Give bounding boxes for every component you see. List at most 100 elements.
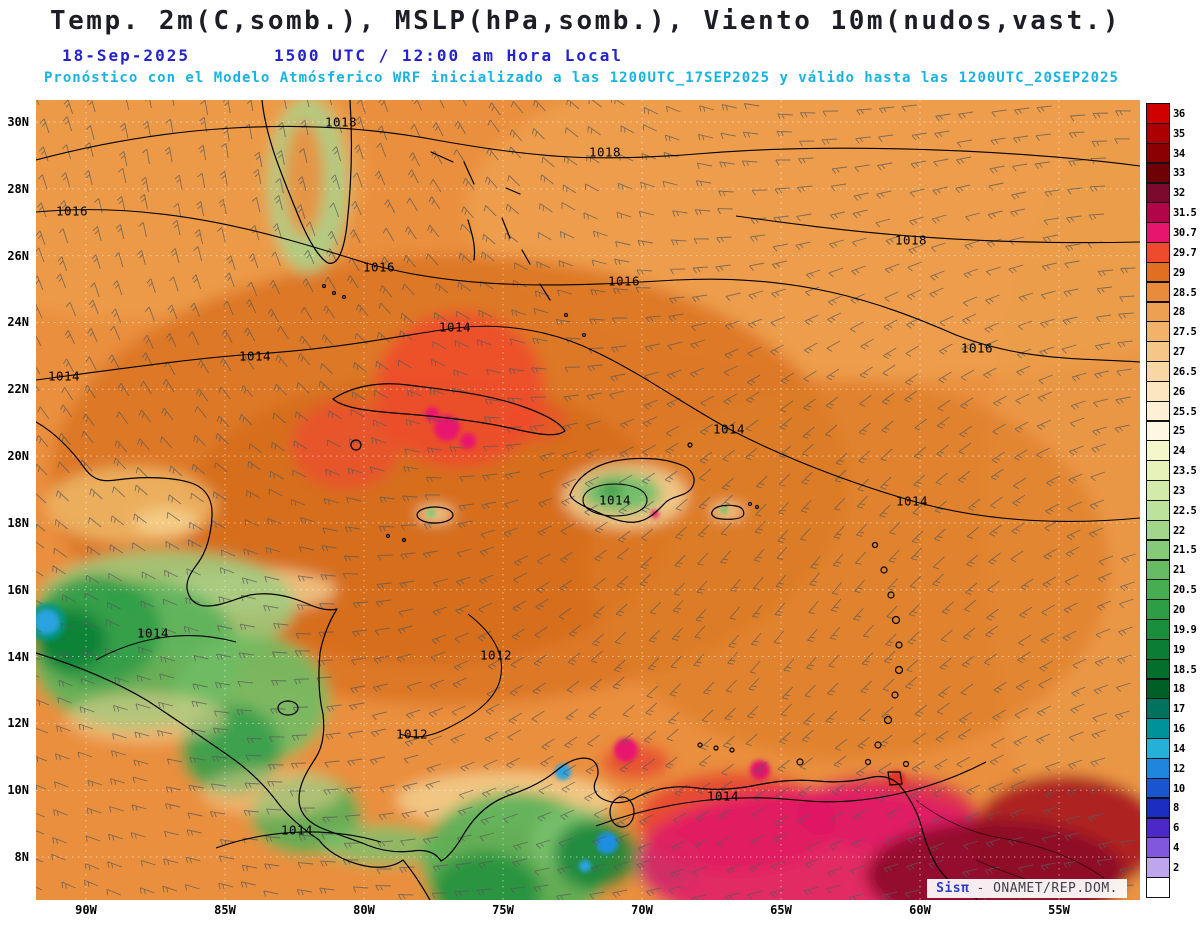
colorbar-value: 8 xyxy=(1173,802,1179,815)
isobar-label: 1018 xyxy=(894,232,928,248)
colorbar-swatch xyxy=(1146,242,1170,263)
colorbar-entry: 24 xyxy=(1146,440,1200,462)
colorbar-entry: 6 xyxy=(1146,817,1200,839)
date-line: 18-Sep-2025 1500 UTC / 12:00 am Hora Loca… xyxy=(62,46,623,65)
watermark-text: - ONAMET/REP.DOM. xyxy=(976,881,1118,896)
colorbar-swatch xyxy=(1146,619,1170,640)
colorbar-entry: 10 xyxy=(1146,777,1200,799)
lat-label: 30N xyxy=(7,115,29,129)
colorbar-swatch xyxy=(1146,678,1170,700)
colorbar-swatch xyxy=(1146,222,1170,243)
colorbar-swatch xyxy=(1146,698,1170,720)
colorbar-entry: 27 xyxy=(1146,341,1200,362)
colorbar-value: 22.5 xyxy=(1173,504,1197,517)
isobar-label: 1014 xyxy=(136,625,170,641)
colorbar-value: 28 xyxy=(1173,306,1185,319)
colorbar-swatch xyxy=(1146,837,1170,858)
colorbar-value: 22 xyxy=(1173,524,1185,537)
colorbar-value: 14 xyxy=(1173,742,1185,755)
colorbar-swatch xyxy=(1146,162,1170,184)
colorbar-swatch xyxy=(1146,857,1170,878)
colorbar-entry: 23.5 xyxy=(1146,460,1200,481)
colorbar-entry: 27.5 xyxy=(1146,321,1200,342)
colorbar-entry: 34 xyxy=(1146,142,1200,164)
colorbar-value: 10 xyxy=(1173,782,1185,795)
colorbar-swatch xyxy=(1146,718,1170,739)
colorbar-value: 28.5 xyxy=(1173,286,1197,299)
colorbar-swatch xyxy=(1146,361,1170,382)
graticule-layer xyxy=(36,100,1140,900)
colorbar-swatch xyxy=(1146,400,1170,422)
colorbar-value: 25 xyxy=(1173,425,1185,438)
colorbar-value: 27.5 xyxy=(1173,326,1197,339)
colorbar-entry: 20 xyxy=(1146,599,1200,620)
colorbar-value: 31.5 xyxy=(1173,207,1197,220)
colorbar-swatch xyxy=(1146,599,1170,620)
temperature-field-layer xyxy=(36,100,1140,900)
isobar-label: 1014 xyxy=(712,421,746,437)
colorbar-value: 17 xyxy=(1173,703,1185,716)
colorbar-entry: 21.5 xyxy=(1146,539,1200,561)
isobar-label: 1016 xyxy=(55,203,89,219)
colorbar-swatch xyxy=(1146,539,1170,561)
colorbar-value: 30.7 xyxy=(1173,226,1197,239)
isobar-label: 1014 xyxy=(706,788,740,804)
colorbar-entry: 31.5 xyxy=(1146,202,1200,223)
colorbar-value: 24 xyxy=(1173,445,1185,458)
colorbar-entry: 29.7 xyxy=(1146,242,1200,263)
isobars-layer xyxy=(36,125,1140,849)
map-canvas: 1018 1018 1018 1016 1016 1016 1016 1014 1014 1014… xyxy=(36,100,1140,900)
colorbar-value: 33 xyxy=(1173,167,1185,180)
colorbar-swatch xyxy=(1146,182,1170,204)
isobar-label: 1014 xyxy=(438,319,472,335)
longitude-axis: 90W 85W 80W 75W 70W 65W 60W 55W xyxy=(36,901,1140,925)
colorbar-entry: 19 xyxy=(1146,638,1200,660)
colorbar-swatch xyxy=(1146,321,1170,342)
colorbar-entry: 26.5 xyxy=(1146,361,1200,382)
colorbar-swatch xyxy=(1146,658,1170,680)
colorbar-value: 27 xyxy=(1173,346,1185,359)
colorbar-entry: 4 xyxy=(1146,837,1200,858)
colorbar-swatch xyxy=(1146,380,1170,402)
lat-label: 10N xyxy=(7,783,29,798)
coastlines-layer xyxy=(36,100,978,900)
colorbar-swatch xyxy=(1146,460,1170,481)
colorbar-value: 21.5 xyxy=(1173,544,1197,557)
colorbar-entry: 28.5 xyxy=(1146,281,1200,303)
isobar-label: 1018 xyxy=(588,144,622,160)
colorbar-value: 26 xyxy=(1173,385,1185,398)
isobar-label: 1012 xyxy=(479,647,513,663)
lon-label: 70W xyxy=(631,903,653,917)
isobar-label: 1014 xyxy=(47,368,81,384)
isobar-label: 1012 xyxy=(395,726,429,742)
forecast-time: 1500 UTC / 12:00 am Hora Local xyxy=(273,46,623,65)
colorbar-swatch xyxy=(1146,281,1170,303)
colorbar-entry: 25 xyxy=(1146,420,1200,442)
page-title: Temp. 2m(C,somb.), MSLP(hPa,somb.), Vien… xyxy=(50,6,1122,36)
watermark: Sisπ - ONAMET/REP.DOM. xyxy=(927,879,1127,898)
lat-label: 28N xyxy=(7,181,29,196)
colorbar-value: 19.9 xyxy=(1173,623,1197,636)
isobar-label: 1016 xyxy=(960,340,994,356)
colorbar-swatch xyxy=(1146,420,1170,442)
latitude-axis: 30N 28N 26N 24N 22N 20N 18N 16N 14N 12N 10N 8N xyxy=(0,100,33,900)
isobar-label: 1016 xyxy=(607,273,641,289)
colorbar-entry: 2 xyxy=(1146,857,1200,878)
temperature-colorbar: 36 35 34 33 32 31.5 30.7 29.7 29 28.5 28 27.5 27 26.5… xyxy=(1146,103,1200,898)
colorbar-swatch xyxy=(1146,559,1170,581)
lon-label: 55W xyxy=(1048,903,1070,917)
colorbar-entry: 25.5 xyxy=(1146,400,1200,422)
colorbar-entry: 22.5 xyxy=(1146,500,1200,521)
colorbar-value: 16 xyxy=(1173,723,1185,736)
colorbar-entry: 12 xyxy=(1146,757,1200,779)
colorbar-entry: 32 xyxy=(1146,182,1200,204)
colorbar-swatch xyxy=(1146,500,1170,521)
colorbar-value: 21 xyxy=(1173,564,1185,577)
colorbar-swatch xyxy=(1146,480,1170,501)
sispi-logo: Sisπ xyxy=(936,881,970,896)
colorbar-swatch xyxy=(1146,817,1170,839)
lon-label: 60W xyxy=(909,903,931,917)
colorbar-swatch xyxy=(1146,757,1170,779)
colorbar-value: 6 xyxy=(1173,822,1179,835)
